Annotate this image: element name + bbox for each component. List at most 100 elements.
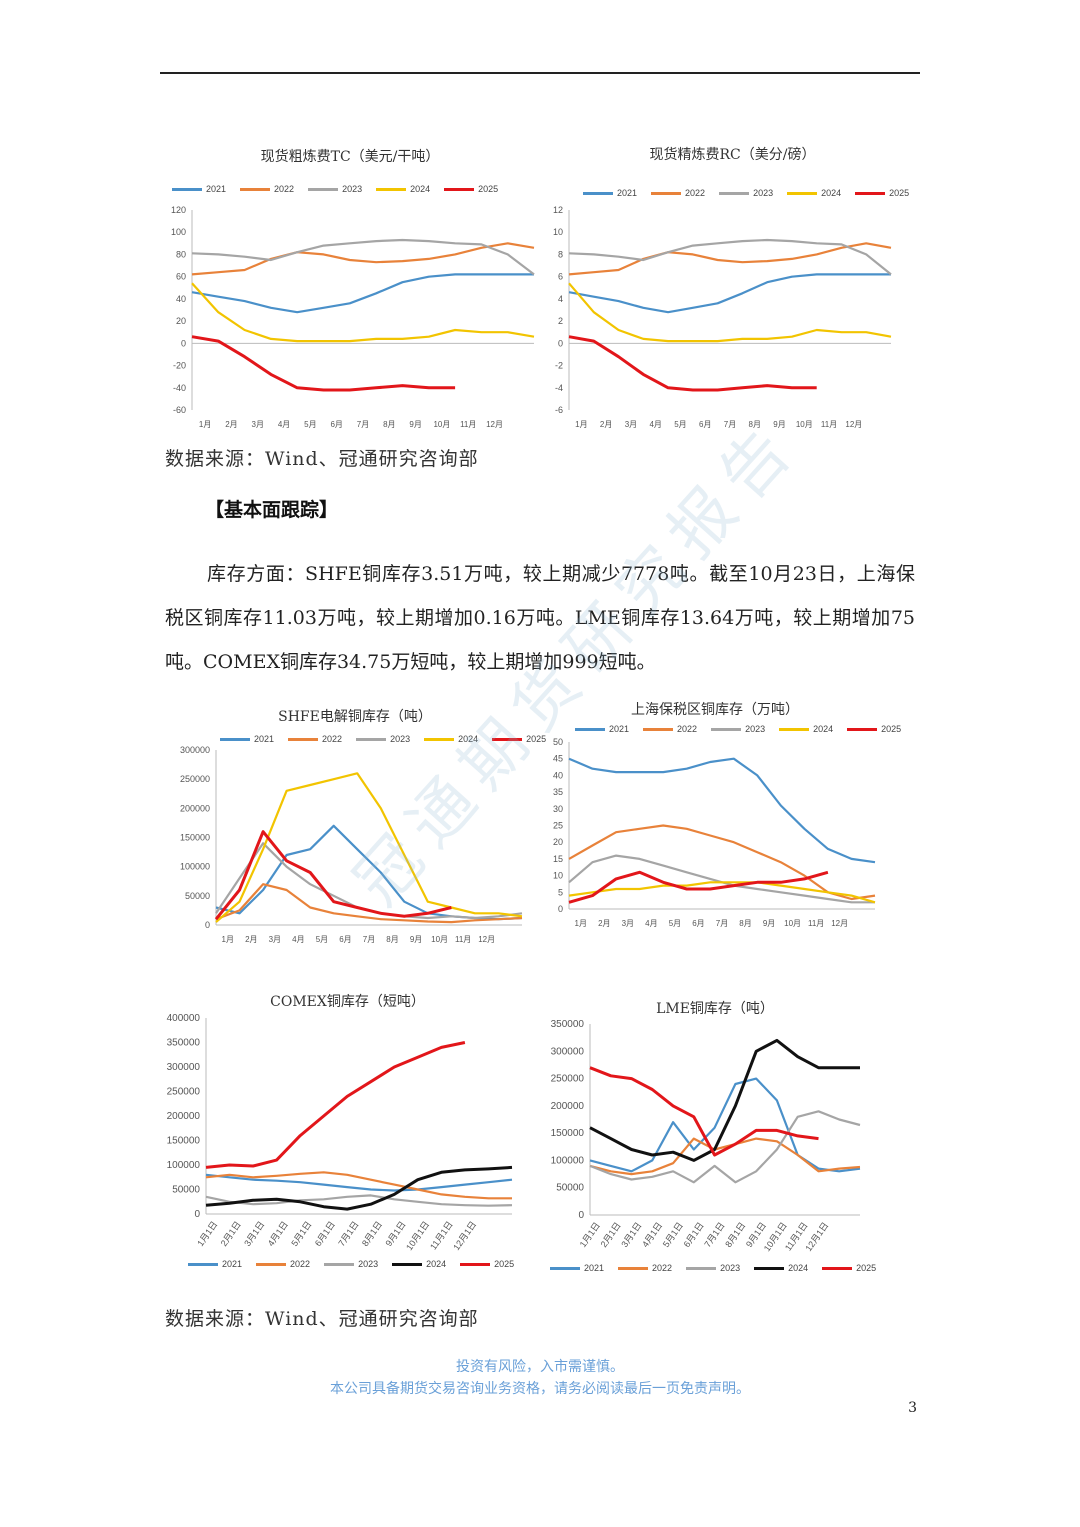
series-line-2024 <box>589 1038 860 1162</box>
x-tick-label: 8月1日 <box>360 1219 384 1248</box>
y-tick-label: 20 <box>553 837 563 847</box>
chart-legend: 2021 2022 2023 2024 2025 <box>550 1263 876 1273</box>
y-tick-label: 35 <box>553 787 563 797</box>
y-tick-label: 10 <box>553 227 563 237</box>
x-tick-label: 6月 <box>330 420 342 429</box>
series-line-2025 <box>589 1066 819 1157</box>
y-tick-label: 250000 <box>167 1087 201 1098</box>
legend-swatch <box>324 1262 355 1266</box>
x-tick-label: 3月 <box>625 420 637 429</box>
legend-item: 2024 <box>787 188 841 198</box>
chart-title: 现货精炼费RC（美分/磅） <box>649 147 816 163</box>
x-tick-label: 2月 <box>598 919 610 928</box>
x-tick-label: 10月 <box>431 935 448 944</box>
legend-item: 2023 <box>324 1259 378 1269</box>
y-tick-label: 8 <box>558 249 563 259</box>
y-tick-label: 6 <box>558 272 563 282</box>
legend-swatch <box>719 191 750 195</box>
legend-label: 2024 <box>821 188 842 198</box>
legend-swatch <box>392 1262 423 1266</box>
legend-item: 2021 <box>583 188 637 198</box>
x-tick-label: 1月1日 <box>578 1220 602 1249</box>
x-tick-label: 9月1日 <box>383 1219 407 1248</box>
y-tick-label: 0 <box>558 904 563 914</box>
legend-item: 2023 <box>356 734 410 744</box>
y-tick-label: 150000 <box>167 1136 201 1147</box>
x-tick-label: 7月 <box>724 420 736 429</box>
legend-label: 2023 <box>720 1263 741 1273</box>
series-line-2023 <box>205 1194 513 1207</box>
legend-item: 2023 <box>686 1263 740 1273</box>
legend-label: 2025 <box>881 724 902 734</box>
y-tick-label: 0 <box>558 338 563 348</box>
x-tick-label: 7月 <box>363 935 375 944</box>
y-tick-label: 200000 <box>551 1101 585 1112</box>
legend-label: 2025 <box>478 184 499 194</box>
chart-svg: 300000 250000 200000 150000 100000 50000 0 1月 2月… <box>180 745 523 944</box>
legend-swatch <box>492 737 523 741</box>
shfe-inventory-chart: SHFE电解铜库存（吨） 2021 2022 2023 2024 2025 300000 25… <box>170 700 546 955</box>
x-tick-label: 1月 <box>199 420 211 429</box>
legend-swatch <box>787 191 818 195</box>
series-line-2025 <box>214 830 452 921</box>
legend-swatch <box>583 191 613 195</box>
legend-label: 2024 <box>426 1259 447 1269</box>
series-line-2021 <box>205 1173 513 1192</box>
x-tick-label: 6月1日 <box>682 1220 706 1249</box>
y-tick-label: -20 <box>173 361 186 371</box>
legend-item: 2022 <box>288 734 342 744</box>
inventory-paragraph: 库存方面：SHFE铜库存3.51万吨，较上期减少7778吨。截至10月23日，上… <box>165 563 915 673</box>
chart-title: SHFE电解铜库存（吨） <box>278 709 432 725</box>
legend-item: 2024 <box>376 184 430 194</box>
y-tick-label: 4 <box>558 294 563 304</box>
y-tick-label: 0 <box>194 1209 200 1220</box>
page-number: 3 <box>908 1400 917 1416</box>
legend-item: 2024 <box>424 734 478 744</box>
y-tick-label: 150000 <box>180 833 210 843</box>
legend-swatch <box>376 187 407 191</box>
x-tick-label: 9月 <box>409 420 421 429</box>
legend-swatch <box>822 1266 853 1270</box>
y-tick-label: 45 <box>553 754 563 764</box>
y-tick-label: 12 <box>553 205 563 215</box>
chart-svg: 350000 300000 250000 200000 150000 100000 5000… <box>551 1019 861 1253</box>
y-tick-label: 200000 <box>167 1111 201 1122</box>
series-line-2024 <box>191 282 535 343</box>
x-tick-label: 2月1日 <box>599 1220 623 1249</box>
x-tick-label: 6月 <box>339 935 351 944</box>
legend-label: 2022 <box>652 1263 673 1273</box>
legend-label: 2021 <box>617 188 638 198</box>
x-tick-label: 7月 <box>716 919 728 928</box>
series-line-2024 <box>568 282 892 343</box>
x-tick-label: 8月 <box>749 420 761 429</box>
series-line-2024 <box>205 1165 513 1211</box>
legend-item: 2022 <box>651 188 705 198</box>
y-tick-label: -40 <box>173 383 186 393</box>
legend-item: 2024 <box>779 724 833 734</box>
x-tick-label: 5月1日 <box>661 1220 685 1249</box>
x-tick-label: 6月 <box>692 919 704 928</box>
x-tick-label: 8月 <box>383 420 395 429</box>
y-tick-label: 5 <box>558 887 563 897</box>
legend-swatch <box>308 187 339 191</box>
y-tick-label: 350000 <box>167 1038 201 1049</box>
y-tick-label: 100 <box>171 227 186 237</box>
chart-title: COMEX铜库存（短吨） <box>270 994 425 1010</box>
x-tick-label: 1月1日 <box>195 1219 219 1248</box>
y-tick-label: 15 <box>553 854 563 864</box>
x-tick-label: 5月 <box>669 919 681 928</box>
shanghai-bonded-inventory-chart: 上海保税区铜库存（万吨） 2021 2022 2023 2024 2025 50 45 40 35… <box>545 695 901 935</box>
chart-svg: 120 100 80 60 40 20 0 -20 -40 -60 1月 2月 3月 4月 5月 6月 7月 8月… <box>171 205 535 429</box>
y-tick-label: 0 <box>181 338 186 348</box>
x-tick-label: 8月1日 <box>723 1220 747 1249</box>
x-tick-label: 4月 <box>649 420 661 429</box>
chart-legend: 2021 2022 2023 2024 2025 <box>220 734 546 744</box>
legend-swatch <box>550 1266 580 1270</box>
series-line-2025 <box>205 1041 466 1169</box>
legend-label: 2023 <box>753 188 774 198</box>
x-tick-label: 4月 <box>645 919 657 928</box>
legend-swatch <box>651 191 682 195</box>
legend-item: 2021 <box>575 724 629 734</box>
disclaimer-note: 本公司具备期货交易咨询业务资格，请务必阅读最后一页免责声明。 <box>330 1381 750 1397</box>
chart-legend: 2021 2022 2023 2024 2025 <box>172 184 498 194</box>
